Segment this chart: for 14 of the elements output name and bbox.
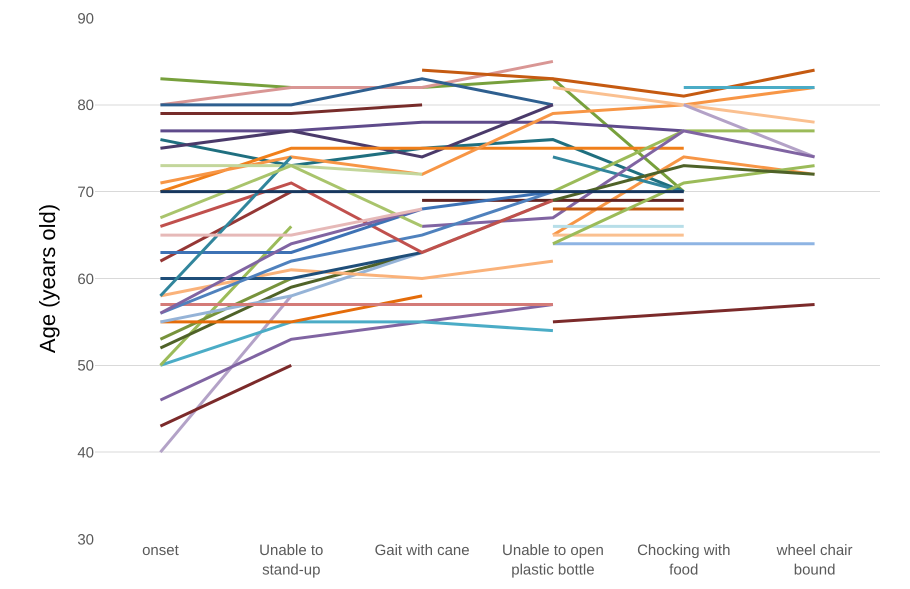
y-tick-label: 80 bbox=[77, 97, 94, 114]
y-tick-label: 90 bbox=[77, 10, 94, 28]
x-tick-label: Gait with cane bbox=[374, 542, 470, 559]
x-tick-label: Unable to open plastic bottle bbox=[502, 542, 604, 578]
x-tick-label: Unable to stand-up bbox=[259, 542, 324, 578]
y-axis-title: Age (years old) bbox=[35, 204, 60, 354]
x-tick-label: wheel chair bound bbox=[776, 542, 853, 578]
y-tick-label: 60 bbox=[77, 270, 94, 288]
y-tick-label: 40 bbox=[77, 444, 94, 462]
y-tick-label: 70 bbox=[77, 184, 94, 201]
x-tick-label: onset bbox=[142, 542, 180, 559]
y-tick-label: 50 bbox=[77, 358, 94, 375]
y-tick-label: 30 bbox=[77, 531, 94, 548]
x-tick-label: Chocking with food bbox=[637, 542, 730, 578]
